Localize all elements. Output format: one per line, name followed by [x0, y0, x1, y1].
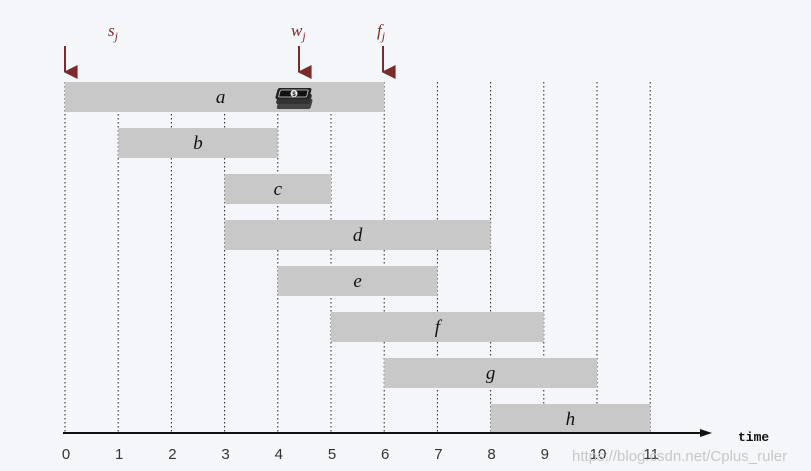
job-bar-c: [224, 174, 331, 204]
tick-label-5: 5: [328, 446, 336, 463]
job-label-f: f: [435, 317, 443, 338]
job-label-a: a: [216, 87, 226, 108]
job-bar-g: [384, 358, 597, 388]
tick-label-0: 0: [62, 446, 70, 463]
start-label: sj: [108, 21, 119, 43]
job-bar-h: [490, 404, 651, 434]
job-bar-d: [224, 220, 491, 250]
tick-label-1: 1: [115, 446, 123, 463]
tick-label-4: 4: [275, 446, 283, 463]
tick-label-7: 7: [434, 446, 442, 463]
time-axis-arrowhead: [700, 429, 712, 437]
job-bar-f: [331, 312, 544, 342]
tick-label-11: 11: [643, 446, 659, 463]
job-label-d: d: [353, 225, 363, 246]
tick-label-6: 6: [381, 446, 389, 463]
tick-label-8: 8: [487, 446, 495, 463]
tick-label-10: 10: [590, 446, 607, 463]
job-bar-e: [277, 266, 438, 296]
money-stack-icon: $: [275, 88, 313, 109]
time-axis-label: time: [738, 430, 769, 445]
watermark: https://blog.csdn.net/Cplus_ruler: [572, 448, 787, 465]
tick-label-3: 3: [221, 446, 229, 463]
job-label-h: h: [566, 409, 576, 430]
job-bar-a: [65, 82, 385, 112]
svg-text:$: $: [292, 92, 296, 98]
tick-label-9: 9: [541, 446, 549, 463]
job-bars: a b c d e f g h: [65, 82, 651, 434]
weight-label: wj: [291, 21, 306, 43]
job-label-c: c: [274, 179, 283, 200]
job-bar-b: [118, 128, 278, 158]
finish-label: fj: [377, 21, 386, 43]
job-label-g: g: [486, 363, 496, 384]
job-label-b: b: [193, 133, 203, 154]
job-label-e: e: [353, 271, 361, 292]
tick-label-2: 2: [168, 446, 176, 463]
time-tick-labels: 0 1 2 3 4 5 6 7 8 9 10 11: [62, 446, 659, 463]
